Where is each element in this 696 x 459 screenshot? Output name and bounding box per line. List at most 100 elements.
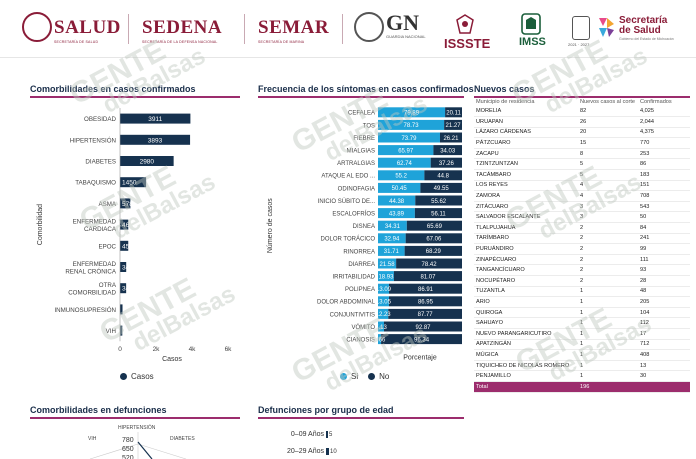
bar xyxy=(120,156,174,166)
cell-confirmados: 48 xyxy=(638,286,690,298)
bar xyxy=(120,134,191,145)
bar-value-label-no: 26.21 xyxy=(443,136,459,142)
radar-label-diabetes: DIABETES xyxy=(170,436,195,442)
category-label: COMORBILIDAD xyxy=(68,289,116,296)
bar-no xyxy=(420,182,462,193)
cell-confirmados: 151 xyxy=(638,180,690,192)
panel-title-deaths-comorbidities: Comorbilidades en defunciones xyxy=(30,405,167,415)
bar-value-label: 460 xyxy=(122,222,133,229)
category-label: ASMA xyxy=(98,201,116,208)
divider xyxy=(342,14,343,44)
category-label: DOLOR ABDOMINAL xyxy=(317,300,376,306)
category-label: CIANOSIS xyxy=(346,338,375,344)
cell-nuevos: 20 xyxy=(578,127,638,139)
category-label: DOLOR TORÁCICO xyxy=(321,236,376,243)
bar xyxy=(120,198,131,209)
ss-line2: de Salud xyxy=(619,25,661,36)
y-axis-title: Número de casos xyxy=(267,198,274,253)
category-label: VÓMITO xyxy=(351,324,375,331)
cell-confirmados: 30 xyxy=(638,370,690,382)
column-header-confirmados: Confirmados xyxy=(640,99,672,105)
bar-value-label-si: 32.94 xyxy=(384,237,400,243)
category-label: RINORREA xyxy=(343,249,375,255)
logo-issste: ISSSTE xyxy=(444,36,491,51)
legend-label-si: Si xyxy=(351,372,359,381)
bar-value-label-no: 49.55 xyxy=(434,186,450,192)
bar-no xyxy=(388,296,462,307)
legend-swatch-si xyxy=(340,373,347,380)
legend-label-casos: Casos xyxy=(131,372,154,381)
cell-nuevos: 2 xyxy=(578,275,638,287)
logo-sedena-text: SEDENA xyxy=(142,16,223,38)
category-label: ENFERMEDAD xyxy=(73,261,117,268)
category-label: EPOC xyxy=(98,243,116,250)
cell-municipio: NOCUPÉTARO xyxy=(474,275,578,287)
bar-value-label-si: 73.79 xyxy=(401,136,417,142)
bar-value-label-no: 20.11 xyxy=(446,111,461,117)
cell-municipio: NUEVO PARANGARICUTIRO xyxy=(474,328,578,340)
logo-gn: GN GUARDIA NACIONAL xyxy=(386,12,426,40)
bar-si xyxy=(378,334,382,345)
divider xyxy=(244,14,245,44)
x-tick-label: 4k xyxy=(189,346,197,353)
imss-eagle-icon xyxy=(521,13,541,35)
bar-value-label-si: 62.74 xyxy=(397,161,413,167)
cell-confirmados: 712 xyxy=(638,339,690,351)
radar-label-vih: VIH xyxy=(88,436,97,442)
bar-value-label-si: 13.05 xyxy=(376,300,392,306)
bar-no xyxy=(414,208,462,219)
table-row: NUEVO PARANGARICUTIRO 1 17 xyxy=(474,328,690,340)
cell-nuevos: 5 xyxy=(578,158,638,171)
cell-municipio: MORELIA xyxy=(474,106,578,118)
cell-confirmados: 205 xyxy=(638,296,690,308)
bar xyxy=(120,113,191,124)
cell-confirmados: 111 xyxy=(638,254,690,266)
bar xyxy=(120,219,129,230)
age-group-label: 20–29 Años xyxy=(287,448,324,455)
bar-si xyxy=(378,107,446,118)
category-label: DISNEA xyxy=(353,224,375,230)
logo-semar-sub: SECRETARÍA DE MARINA xyxy=(258,39,305,44)
michoacan-years: 2021 · 2027 xyxy=(568,42,590,47)
radar-tick-520: 520 xyxy=(122,455,134,459)
logo-salud-sub: SECRETARÍA DE SALUD xyxy=(54,39,99,44)
cell-confirmados: 4,025 xyxy=(638,106,690,118)
cell-confirmados: 84 xyxy=(638,222,690,234)
cell-municipio: TARÍMBARO xyxy=(474,233,578,245)
category-label: DIABETES xyxy=(85,159,116,166)
cell-municipio: TZINTZUNTZAN xyxy=(474,158,578,171)
category-label: OTRA xyxy=(99,282,117,289)
bar-si xyxy=(378,208,415,219)
category-label: CARDIACA xyxy=(84,226,117,233)
bar-value-label-no: 21.27 xyxy=(446,123,462,129)
category-label: VIH xyxy=(106,328,116,335)
cell-nuevos: 1 xyxy=(578,307,638,319)
bar-value-label-si: 12.23 xyxy=(376,312,392,318)
category-label: RENAL CRÓNICA xyxy=(65,268,117,275)
symptoms-stacked-bar-chart: Número de casos CEFALEA 79.89 20.11 TOS 78.73… xyxy=(267,107,462,361)
table-row: SAHUAYO 1 112 xyxy=(474,317,690,329)
table-row: ZAMORA 4 708 xyxy=(474,190,690,202)
panel-rule xyxy=(30,96,240,98)
bar-value-label-no: 68.29 xyxy=(426,249,442,255)
bar-no xyxy=(405,233,462,244)
category-label: ATAQUE AL EDO ... xyxy=(321,174,375,180)
table-total-row: Total 196 xyxy=(474,381,690,393)
cell-municipio: ZACAPU xyxy=(474,148,578,160)
category-label: CEFALEA xyxy=(348,111,375,117)
logo-imss: IMSS xyxy=(519,36,546,48)
panel-rule xyxy=(258,417,464,419)
bar-value-label: 344 xyxy=(122,265,133,272)
category-label: CONJUNTIVITIS xyxy=(330,312,375,318)
cell-nuevos: 26 xyxy=(578,116,638,128)
x-tick-label: 6k xyxy=(225,346,233,353)
category-label: ENFERMEDAD xyxy=(73,218,117,225)
cell-municipio: QUIROGA xyxy=(474,307,578,319)
category-label: ARTRALGIAS xyxy=(337,161,375,167)
cell-municipio: TUZANTLA xyxy=(474,286,578,298)
panel-title-deaths-age: Defunciones por grupo de edad xyxy=(258,405,394,415)
bar-no xyxy=(393,271,462,282)
table-row: URUAPAN 26 2,044 xyxy=(474,116,690,128)
logo-sedena-sub: SECRETARÍA DE LA DEFENSA NACIONAL xyxy=(142,39,218,44)
guardia-nacional-emblem-icon xyxy=(354,12,384,42)
